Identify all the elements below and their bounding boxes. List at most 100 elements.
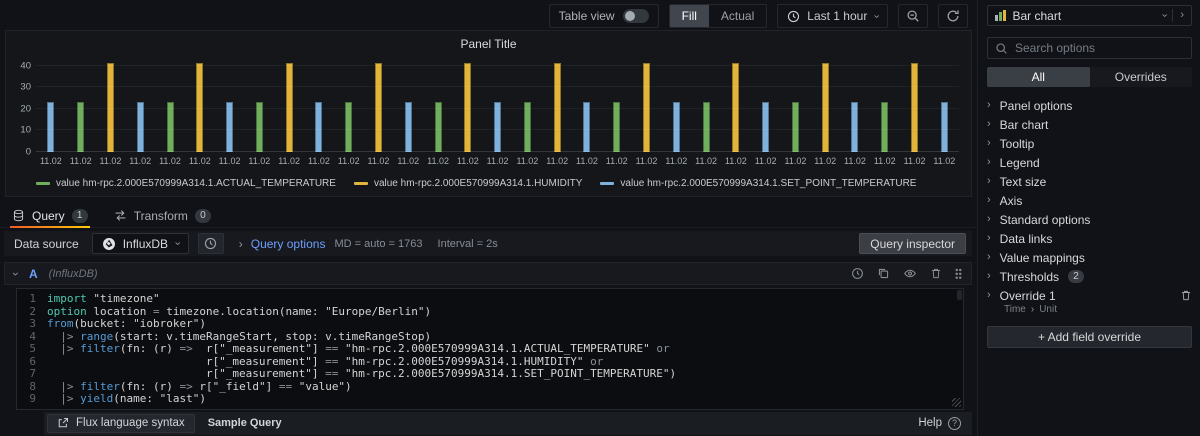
line-number: 3 [17, 318, 47, 331]
bar-actual-temperature [77, 102, 84, 152]
delete-override-button[interactable] [1180, 289, 1192, 302]
legend-label: value hm-rpc.2.000E570999A314.1.ACTUAL_T… [56, 178, 336, 189]
datasource-help-button[interactable] [198, 233, 224, 254]
trash-icon[interactable] [930, 267, 942, 280]
table-view-label: Table view [559, 9, 615, 23]
resize-handle[interactable] [952, 398, 961, 407]
code-line: 9 |> yield(name: "last") [17, 393, 963, 406]
flux-code-editor[interactable]: 1import "timezone"2option location = tim… [16, 288, 964, 410]
fill-actual-group: Fill Actual [669, 4, 768, 28]
duplicate-icon[interactable] [877, 267, 890, 280]
database-icon [12, 209, 25, 222]
chevron-down-icon: › [871, 14, 882, 18]
chevron-right-icon: › [987, 138, 991, 149]
bar-slot [96, 57, 126, 152]
fill-button[interactable]: Fill [670, 5, 709, 27]
gridline [36, 151, 959, 152]
sidebar-item-thresholds[interactable]: ›Thresholds2 [987, 267, 1192, 286]
query-options-label: Query options [251, 237, 326, 251]
history-icon[interactable] [851, 267, 864, 280]
sidebar-item-legend[interactable]: ›Legend [987, 153, 1192, 172]
bar-slot [155, 57, 185, 152]
search-icon [995, 42, 1008, 55]
sidebar-item-bar-chart[interactable]: ›Bar chart [987, 115, 1192, 134]
query-count-badge: 1 [72, 209, 88, 223]
line-number: 7 [17, 368, 47, 381]
chevron-right-icon: › [987, 271, 991, 282]
legend-color-dash [36, 182, 50, 185]
x-axis-tick: 11.02 [96, 156, 126, 170]
time-range-picker[interactable]: Last 1 hour › [777, 4, 888, 28]
tab-overrides[interactable]: Overrides [1090, 67, 1193, 87]
x-axis-tick: 11.02 [632, 156, 662, 170]
add-field-override-button[interactable]: + Add field override [987, 326, 1192, 348]
x-axis-tick: 11.02 [423, 156, 453, 170]
sidebar-item-data-links[interactable]: ›Data links [987, 229, 1192, 248]
x-axis-tick: 11.02 [513, 156, 543, 170]
sidebar-item-standard-options[interactable]: ›Standard options [987, 210, 1192, 229]
x-axis-tick: 11.02 [870, 156, 900, 170]
sidebar-item-tooltip[interactable]: ›Tooltip [987, 134, 1192, 153]
chart-plot: 010203040 [36, 57, 959, 152]
y-axis-tick: 30 [9, 82, 31, 93]
tab-query[interactable]: Query 1 [10, 202, 90, 227]
x-axis-tick: 11.02 [810, 156, 840, 170]
query-options-toggle[interactable]: › Query options [233, 237, 326, 251]
x-axis-tick: 11.02 [453, 156, 483, 170]
drag-handle[interactable] [955, 268, 962, 279]
zoom-out-button[interactable] [898, 4, 928, 28]
y-axis-tick: 0 [9, 147, 31, 158]
toggle-knob [625, 11, 635, 21]
legend-item-actual-temperature[interactable]: value hm-rpc.2.000E570999A314.1.ACTUAL_T… [36, 178, 336, 189]
flux-syntax-button[interactable]: Flux language syntax [47, 414, 195, 433]
top-toolbar: Table view Fill Actual Last 1 hour › [549, 4, 968, 28]
panel-title[interactable]: Panel Title [6, 31, 971, 53]
collapse-query-icon[interactable]: › [10, 272, 22, 276]
x-axis-tick: 11.02 [602, 156, 632, 170]
bar-actual-temperature [703, 102, 710, 152]
sidebar-item-label: Standard options [1000, 213, 1091, 227]
bar-slot [513, 57, 543, 152]
visualization-picker[interactable]: Bar chart › › [987, 5, 1192, 26]
sidebar-item-axis[interactable]: ›Axis [987, 191, 1192, 210]
actual-button[interactable]: Actual [709, 5, 766, 27]
editor-scrollbar[interactable] [957, 290, 962, 300]
table-view-toggle[interactable] [623, 9, 649, 23]
bar-set-point-temperature [405, 102, 412, 152]
sidebar-item-value-mappings[interactable]: ›Value mappings [987, 248, 1192, 267]
x-axis-tick: 11.02 [840, 156, 870, 170]
bar-slot [661, 57, 691, 152]
x-axis-tick: 11.02 [751, 156, 781, 170]
tab-all[interactable]: All [987, 67, 1090, 87]
bar-slot [304, 57, 334, 152]
chevron-right-icon: › [987, 195, 991, 206]
search-options-input[interactable] [1015, 41, 1184, 55]
sidebar-item-label: Panel options [1000, 99, 1073, 113]
sidebar-options-list: ›Panel options›Bar chart›Tooltip›Legend›… [987, 96, 1192, 315]
sidebar-item-panel-options[interactable]: ›Panel options [987, 96, 1192, 115]
bar-set-point-temperature [315, 102, 322, 152]
datasource-value: InfluxDB [123, 237, 168, 251]
refresh-button[interactable] [938, 4, 968, 28]
sidebar-item-override-1[interactable]: ›Override 1 [987, 286, 1192, 305]
table-view-control: Table view [549, 4, 659, 28]
x-axis-tick: 11.02 [274, 156, 304, 170]
bar-slot [870, 57, 900, 152]
query-inspector-button[interactable]: Query inspector [859, 233, 966, 254]
bar-slot [244, 57, 274, 152]
help-button[interactable]: Help ? [910, 414, 969, 433]
sidebar-item-text-size[interactable]: ›Text size [987, 172, 1192, 191]
tab-transform[interactable]: Transform 0 [112, 202, 213, 227]
legend-item-set-point-temperature[interactable]: value hm-rpc.2.000E570999A314.1.SET_POIN… [600, 178, 916, 189]
sidebar-item-label: Bar chart [1000, 118, 1049, 132]
collapse-sidebar-icon[interactable]: › [1180, 10, 1184, 21]
legend-item-humidity[interactable]: value hm-rpc.2.000E570999A314.1.HUMIDITY [354, 178, 582, 189]
sample-query-button[interactable]: Sample Query [197, 414, 293, 433]
flux-syntax-label: Flux language syntax [76, 417, 185, 429]
legend-color-dash [354, 182, 368, 185]
chevron-right-icon: › [987, 252, 991, 263]
datasource-picker[interactable]: InfluxDB › [92, 233, 189, 254]
eye-icon[interactable] [903, 267, 917, 280]
bar-slot [364, 57, 394, 152]
chart-panel: Panel Title 010203040 11.0211.0211.0211.… [5, 30, 972, 197]
